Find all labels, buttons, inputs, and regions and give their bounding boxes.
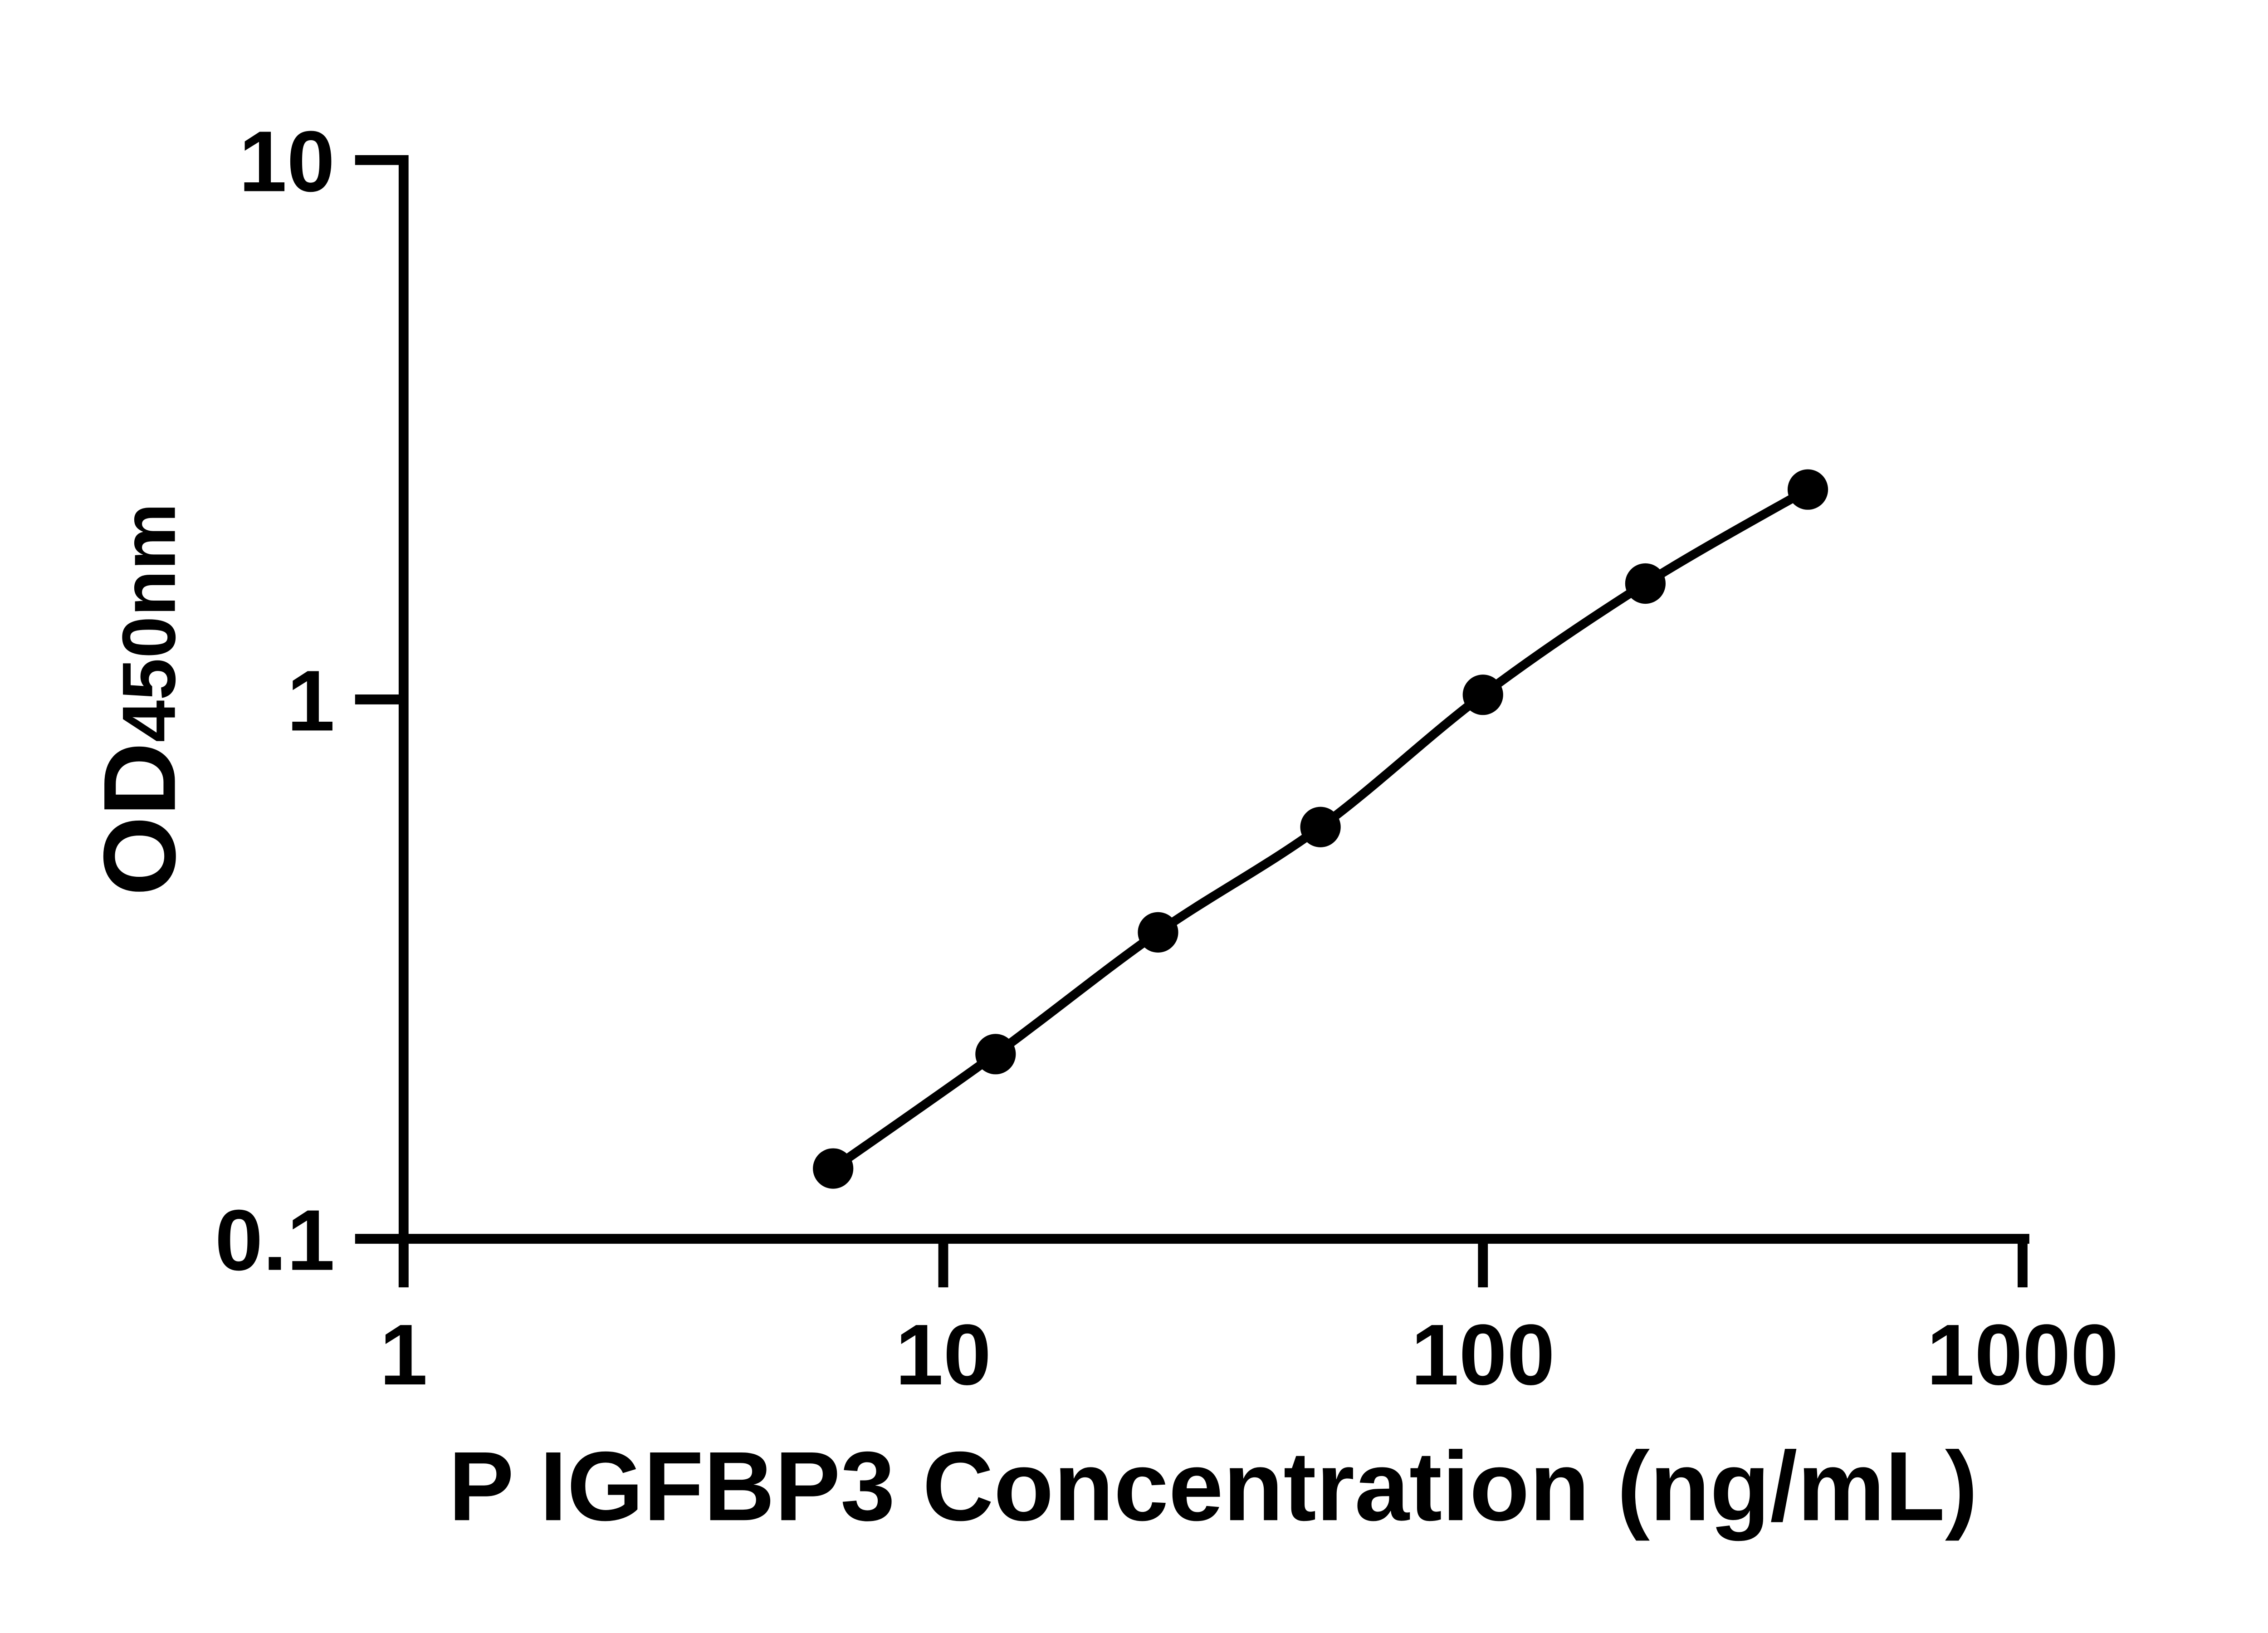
- y-axis-title-subscript: 450nm: [107, 503, 191, 742]
- y-axis-title: OD450nm: [82, 503, 197, 896]
- data-point: [1300, 807, 1341, 848]
- data-point: [1625, 563, 1666, 604]
- x-axis-title: P IGFBP3 Concentration (ng/mL): [449, 1432, 1978, 1541]
- x-tick-label: 100: [1411, 1307, 1555, 1403]
- y-tick-label: 10: [239, 114, 335, 210]
- y-tick-label: 1: [287, 653, 335, 749]
- y-tick-label: 0.1: [215, 1193, 335, 1289]
- standard-curve-chart: 10 1 0.1 1 10 100 1000 P IGFBP3 Concentration (…: [0, 7, 2268, 1626]
- data-point: [813, 1148, 854, 1189]
- x-tick-label: 1000: [1926, 1307, 2118, 1403]
- data-point: [1787, 469, 1828, 510]
- data-point: [975, 1034, 1016, 1075]
- data-point: [1462, 675, 1503, 715]
- data-point: [1138, 912, 1178, 953]
- x-tick-label: 10: [895, 1307, 992, 1403]
- x-tick-label: 1: [380, 1307, 428, 1403]
- y-axis-title-main: OD: [82, 743, 197, 896]
